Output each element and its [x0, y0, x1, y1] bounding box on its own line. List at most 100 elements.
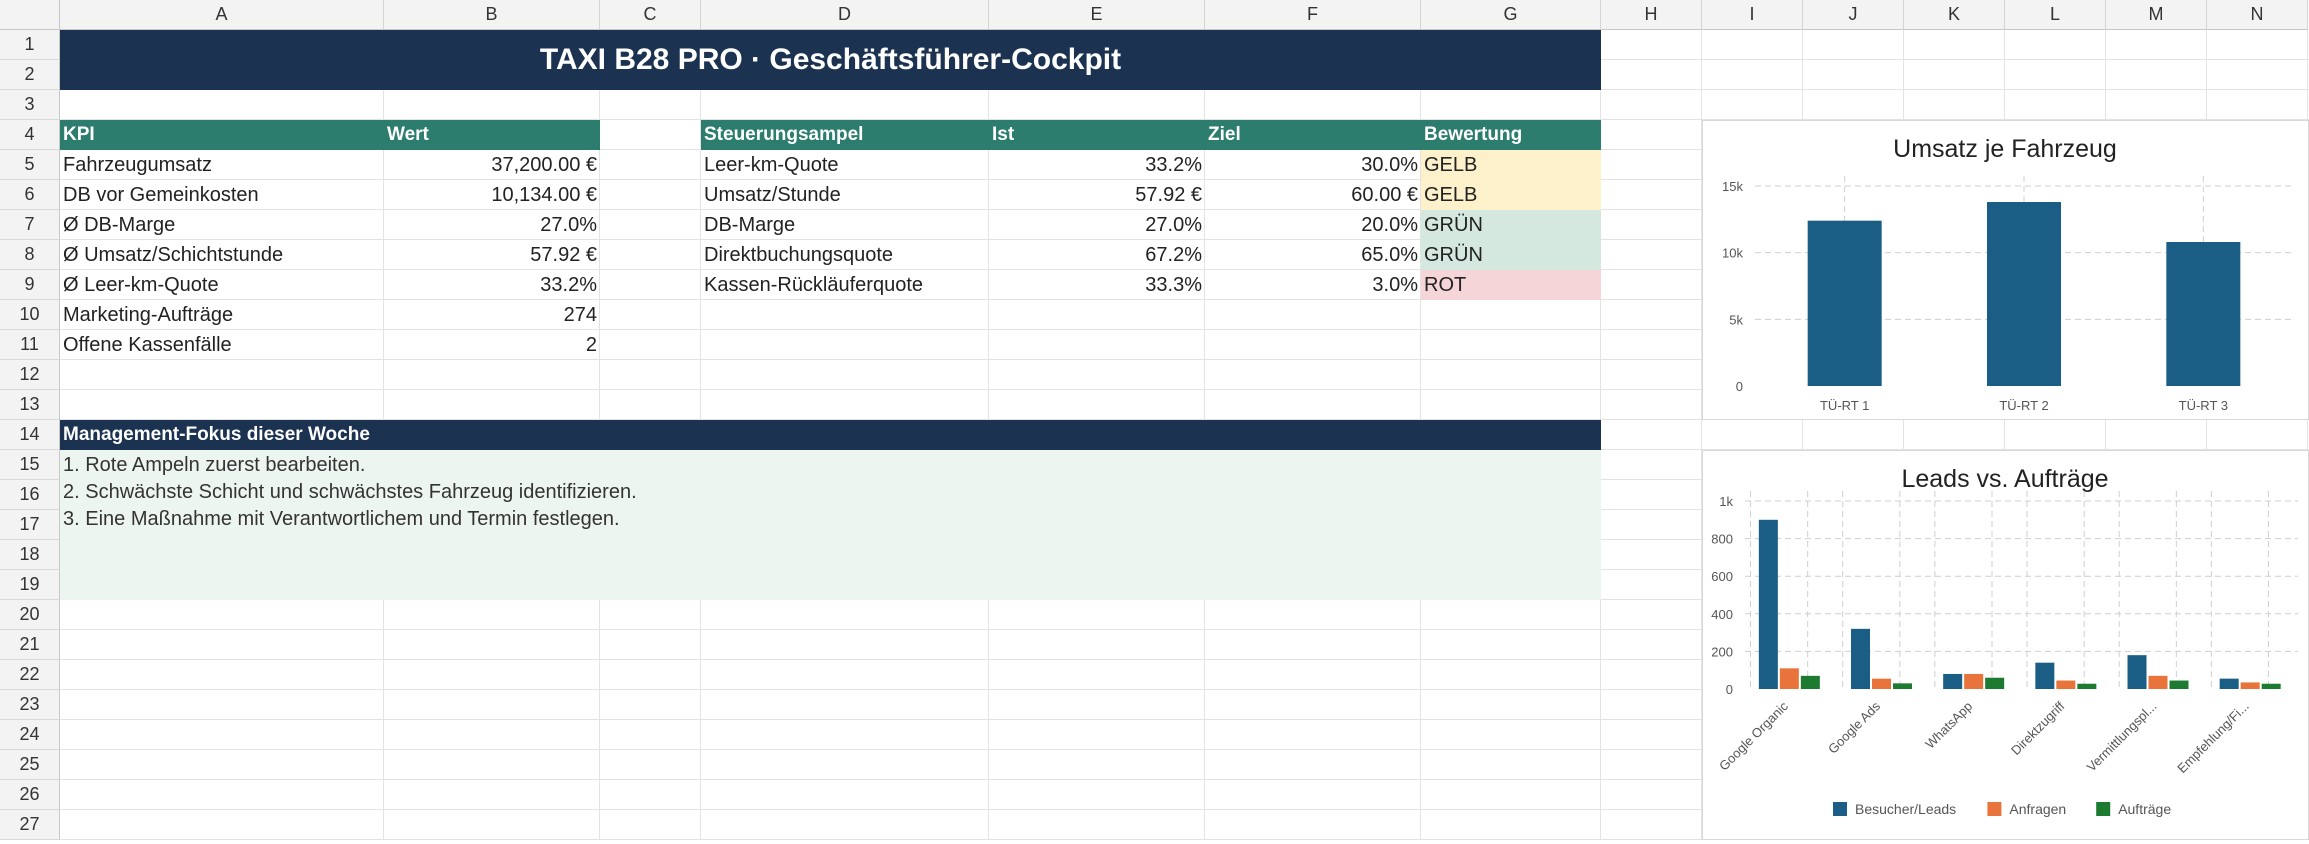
kpi-value[interactable]: 2 — [585, 333, 597, 356]
row-header-10[interactable]: 10 — [0, 300, 60, 330]
title-band — [60, 30, 1601, 90]
row-header-17[interactable]: 17 — [0, 510, 60, 540]
kpi-label[interactable]: Ø Umsatz/Schichtstunde — [63, 243, 284, 266]
row-header-21[interactable]: 21 — [0, 630, 60, 660]
column-header-l[interactable]: L — [2005, 0, 2106, 30]
ampel-status-green[interactable]: GRÜN — [1421, 240, 1601, 270]
column-header-g[interactable]: G — [1421, 0, 1601, 30]
focus-body[interactable] — [60, 450, 1601, 600]
kpi-label[interactable]: Offene Kassenfälle — [63, 333, 232, 356]
kpi-label[interactable]: Ø Leer-km-Quote — [63, 273, 219, 296]
row-header-24[interactable]: 24 — [0, 720, 60, 750]
row-header-25[interactable]: 25 — [0, 750, 60, 780]
bar-leads — [2219, 678, 2239, 689]
bar-leads — [2127, 655, 2147, 689]
ampel-ziel[interactable]: 30.0% — [1361, 153, 1418, 176]
ampel-header-name[interactable]: Steuerungsampel — [701, 120, 989, 150]
ampel-name[interactable]: Direktbuchungsquote — [704, 243, 894, 266]
column-header-e[interactable]: E — [989, 0, 1205, 30]
bar-anfragen — [1964, 673, 1984, 689]
ampel-name[interactable]: DB-Marge — [704, 213, 796, 236]
bar-leads — [1758, 519, 1778, 689]
bar-leads — [1851, 628, 1871, 689]
row-header-9[interactable]: 9 — [0, 270, 60, 300]
row-header-12[interactable]: 12 — [0, 360, 60, 390]
row-header-19[interactable]: 19 — [0, 570, 60, 600]
row-header-15[interactable]: 15 — [0, 450, 60, 480]
select-all-corner[interactable] — [0, 0, 60, 30]
chart-leads-vs-auftraege[interactable]: Leads vs. Aufträge 0 200 400 600 800 1k Google… — [1702, 450, 2309, 840]
bar-auftraege — [2169, 680, 2189, 689]
bar-anfragen — [2148, 675, 2168, 689]
row-header-1[interactable]: 1 — [0, 30, 60, 60]
column-header-d[interactable]: D — [701, 0, 989, 30]
kpi-label[interactable]: Marketing-Aufträge — [63, 303, 234, 326]
row-header-16[interactable]: 16 — [0, 480, 60, 510]
kpi-label[interactable]: Fahrzeugumsatz — [63, 153, 212, 176]
column-header-j[interactable]: J — [1803, 0, 1904, 30]
ampel-ziel[interactable]: 20.0% — [1361, 213, 1418, 236]
grid-hline — [60, 209, 2309, 210]
column-header-m[interactable]: M — [2106, 0, 2207, 30]
row-header-26[interactable]: 26 — [0, 780, 60, 810]
kpi-header-label[interactable]: KPI — [60, 120, 384, 150]
ampel-ziel[interactable]: 65.0% — [1361, 243, 1418, 266]
row-header-27[interactable]: 27 — [0, 810, 60, 840]
focus-line: 1. Rote Ampeln zuerst bearbeiten. — [63, 454, 366, 476]
ampel-ist[interactable]: 33.2% — [1145, 153, 1202, 176]
row-header-13[interactable]: 13 — [0, 390, 60, 420]
row-header-6[interactable]: 6 — [0, 180, 60, 210]
row-header-18[interactable]: 18 — [0, 540, 60, 570]
column-header-k[interactable]: K — [1904, 0, 2005, 30]
ampel-ziel[interactable]: 60.00 € — [1351, 183, 1418, 206]
row-header-22[interactable]: 22 — [0, 660, 60, 690]
ampel-name[interactable]: Leer-km-Quote — [704, 153, 839, 176]
row-header-23[interactable]: 23 — [0, 690, 60, 720]
ampel-ist[interactable]: 33.3% — [1145, 273, 1202, 296]
column-header-b[interactable]: B — [384, 0, 600, 30]
row-header-8[interactable]: 8 — [0, 240, 60, 270]
ampel-status-yellow[interactable]: GELB — [1421, 150, 1601, 180]
ampel-name[interactable]: Kassen-Rückläuferquote — [704, 273, 924, 296]
chart-umsatz-je-fahrzeug[interactable]: Umsatz je Fahrzeug 0 5k 10k 15k TÜ-RT 1 TÜ-RT… — [1702, 120, 2309, 420]
ampel-status-red[interactable]: ROT — [1421, 270, 1601, 300]
kpi-value[interactable]: 57.92 € — [530, 243, 597, 266]
row-header-4[interactable]: 4 — [0, 120, 60, 150]
kpi-label[interactable]: DB vor Gemeinkosten — [63, 183, 259, 206]
row-header-2[interactable]: 2 — [0, 60, 60, 90]
chart-title: Leads vs. Aufträge — [1901, 465, 2108, 493]
kpi-value[interactable]: 274 — [563, 303, 597, 326]
column-header-c[interactable]: C — [600, 0, 701, 30]
column-header-n[interactable]: N — [2207, 0, 2308, 30]
ampel-ist[interactable]: 67.2% — [1145, 243, 1202, 266]
row-header-11[interactable]: 11 — [0, 330, 60, 360]
ampel-header-ist[interactable]: Ist — [989, 120, 1205, 150]
column-header-a[interactable]: A — [60, 0, 384, 30]
row-header-20[interactable]: 20 — [0, 600, 60, 630]
ampel-status-green[interactable]: GRÜN — [1421, 210, 1601, 240]
kpi-value[interactable]: 27.0% — [540, 213, 597, 236]
ampel-header-bewertung[interactable]: Bewertung — [1421, 120, 1601, 150]
row-header-5[interactable]: 5 — [0, 150, 60, 180]
bar-leads — [1943, 673, 1963, 689]
kpi-header-value[interactable]: Wert — [384, 120, 600, 150]
column-header-i[interactable]: I — [1702, 0, 1803, 30]
ampel-name[interactable]: Umsatz/Stunde — [704, 183, 841, 206]
column-header-h[interactable]: H — [1601, 0, 1702, 30]
focus-line: 2. Schwächste Schicht und schwächstes Fa… — [63, 481, 637, 503]
ampel-ist[interactable]: 27.0% — [1145, 213, 1202, 236]
row-header-3[interactable]: 3 — [0, 90, 60, 120]
ampel-ist[interactable]: 57.92 € — [1135, 183, 1202, 206]
column-header-f[interactable]: F — [1205, 0, 1421, 30]
ampel-status-yellow[interactable]: GELB — [1421, 180, 1601, 210]
y-tick-label: 800 — [1711, 532, 1733, 547]
row-header-7[interactable]: 7 — [0, 210, 60, 240]
kpi-value[interactable]: 37,200.00 € — [491, 153, 597, 176]
kpi-value[interactable]: 33.2% — [540, 273, 597, 296]
focus-title[interactable]: Management-Fokus dieser Woche — [63, 424, 370, 445]
ampel-ziel[interactable]: 3.0% — [1372, 273, 1418, 296]
kpi-value[interactable]: 10,134.00 € — [491, 183, 597, 206]
ampel-header-ziel[interactable]: Ziel — [1205, 120, 1421, 150]
kpi-label[interactable]: Ø DB-Marge — [63, 213, 176, 236]
row-header-14[interactable]: 14 — [0, 420, 60, 450]
